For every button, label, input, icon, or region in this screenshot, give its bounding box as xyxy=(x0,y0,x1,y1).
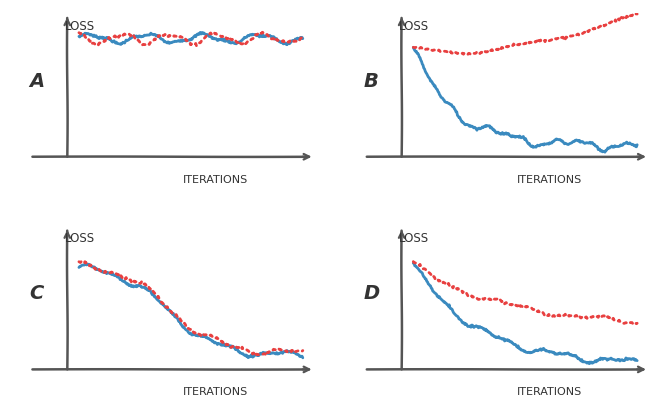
Text: LOSS: LOSS xyxy=(399,232,429,245)
Text: LOSS: LOSS xyxy=(65,20,94,33)
Text: B: B xyxy=(364,71,379,91)
Text: C: C xyxy=(29,284,44,303)
Text: A: A xyxy=(29,71,45,91)
Text: ITERATIONS: ITERATIONS xyxy=(183,387,248,398)
Text: LOSS: LOSS xyxy=(65,232,94,245)
Text: D: D xyxy=(364,284,380,303)
Text: ITERATIONS: ITERATIONS xyxy=(183,175,248,185)
Text: ITERATIONS: ITERATIONS xyxy=(517,387,583,398)
Text: LOSS: LOSS xyxy=(399,20,429,33)
Text: ITERATIONS: ITERATIONS xyxy=(517,175,583,185)
